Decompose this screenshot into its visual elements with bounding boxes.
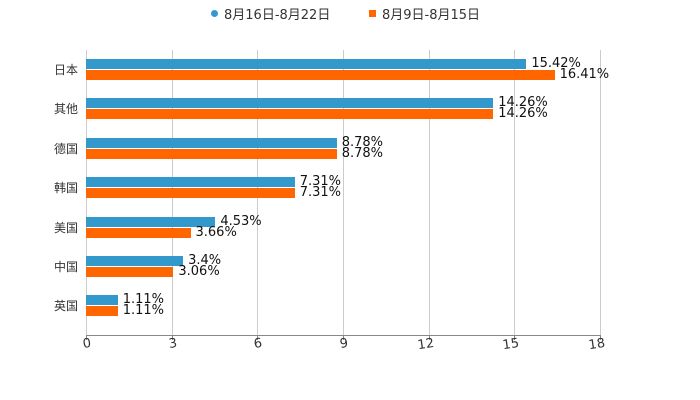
category-label: 韩国 xyxy=(53,181,78,195)
x-tick-label: 18 xyxy=(587,336,607,354)
bar-series-2[interactable] xyxy=(86,109,494,119)
category-label: 英国 xyxy=(53,299,78,313)
category-label: 中国 xyxy=(53,260,78,274)
x-axis-line xyxy=(86,335,601,336)
value-label: 3.4% xyxy=(188,253,222,268)
bar-series-2[interactable] xyxy=(86,306,118,316)
bar-series-2[interactable] xyxy=(86,188,295,198)
x-tick-label: 6 xyxy=(252,336,264,353)
category-label: 日本 xyxy=(53,63,78,77)
legend-circle-icon xyxy=(211,10,218,17)
bar-series-2[interactable] xyxy=(86,149,337,159)
bar-series-1[interactable] xyxy=(86,177,295,187)
gridline xyxy=(514,50,515,335)
axis-tick xyxy=(86,335,87,340)
axis-tick xyxy=(514,335,515,340)
chart-legend: 8月16日-8月22日 8月9日-8月15日 xyxy=(0,4,700,24)
bar-series-2[interactable] xyxy=(86,267,174,277)
gridline xyxy=(429,50,430,335)
x-tick-label: 12 xyxy=(416,336,436,354)
bar-series-1[interactable] xyxy=(86,98,494,108)
gridline xyxy=(600,50,601,335)
bar-series-1[interactable] xyxy=(86,256,184,266)
bar-series-1[interactable] xyxy=(86,217,216,227)
value-label: 3.66% xyxy=(195,225,237,240)
value-label: 8.78% xyxy=(341,146,384,161)
x-tick-label: 15 xyxy=(501,336,521,354)
legend-item-series-2[interactable]: 8月9日-8月15日 xyxy=(369,4,480,23)
x-tick-label: 0 xyxy=(81,336,93,353)
value-label: 14.26% xyxy=(498,106,548,121)
axis-tick xyxy=(429,335,430,340)
value-label: 4.53% xyxy=(220,214,262,229)
value-label: 16.41% xyxy=(559,67,610,82)
category-label: 美国 xyxy=(53,221,78,235)
value-label: 8.78% xyxy=(341,135,384,150)
bar-series-1[interactable] xyxy=(86,295,118,305)
value-label: 3.06% xyxy=(178,264,220,279)
bar-series-1[interactable] xyxy=(86,138,337,148)
category-label: 其他 xyxy=(53,102,78,116)
value-label: 14.26% xyxy=(498,95,548,110)
value-label: 7.31% xyxy=(299,174,342,189)
axis-tick xyxy=(600,335,601,340)
axis-tick xyxy=(172,335,173,340)
axis-tick xyxy=(257,335,258,340)
value-label: 7.31% xyxy=(299,185,342,200)
legend-item-series-1[interactable]: 8月16日-8月22日 xyxy=(211,4,330,23)
bar-series-1[interactable] xyxy=(86,59,527,69)
x-tick-label: 3 xyxy=(167,336,179,353)
legend-square-icon xyxy=(369,10,376,17)
value-label: 1.11% xyxy=(122,303,164,318)
bar-series-2[interactable] xyxy=(86,228,191,238)
legend-label: 8月9日-8月15日 xyxy=(382,8,481,23)
gridline xyxy=(343,50,344,335)
legend-label: 8月16日-8月22日 xyxy=(224,8,331,23)
bar-series-2[interactable] xyxy=(86,70,555,80)
x-tick-label: 9 xyxy=(338,336,350,353)
category-label: 德国 xyxy=(53,142,78,156)
value-label: 15.42% xyxy=(531,56,581,71)
axis-tick xyxy=(343,335,344,340)
value-label: 1.11% xyxy=(122,292,164,307)
